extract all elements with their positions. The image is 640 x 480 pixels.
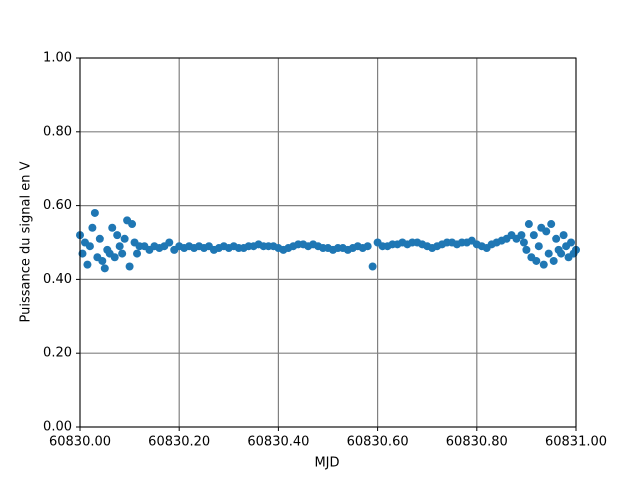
data-point xyxy=(522,245,531,254)
data-point xyxy=(108,223,117,232)
data-point xyxy=(529,231,538,240)
data-point xyxy=(133,249,142,258)
y-tick-label: 0.20 xyxy=(43,346,72,361)
data-point xyxy=(128,220,137,229)
data-point xyxy=(110,253,119,262)
y-tick-label: 0.40 xyxy=(43,272,72,287)
data-point xyxy=(83,260,92,269)
data-point xyxy=(524,220,533,229)
data-point xyxy=(368,262,377,271)
x-tick-label: 60830.20 xyxy=(148,435,210,450)
data-point xyxy=(85,242,94,251)
data-point xyxy=(120,234,129,243)
data-point xyxy=(559,231,568,240)
data-point xyxy=(547,220,556,229)
data-point xyxy=(557,249,566,258)
data-point xyxy=(519,238,528,247)
data-point xyxy=(542,227,551,236)
data-point xyxy=(539,260,548,269)
data-point xyxy=(549,256,558,265)
data-point xyxy=(544,249,553,258)
x-tick-label: 60830.60 xyxy=(347,435,409,450)
data-point xyxy=(567,238,576,247)
data-point xyxy=(95,234,104,243)
data-point xyxy=(165,238,174,247)
y-axis-label: Puissance du signal en V xyxy=(19,161,34,322)
y-tick-label: 1.00 xyxy=(43,51,72,66)
data-point xyxy=(517,231,526,240)
data-point xyxy=(125,262,134,271)
data-point xyxy=(534,242,543,251)
plot-frame xyxy=(79,57,577,428)
data-point xyxy=(118,249,127,258)
data-point xyxy=(115,242,124,251)
y-tick-label: 0.60 xyxy=(43,198,72,213)
y-tick-label: 0.80 xyxy=(43,124,72,139)
x-tick-label: 60831.00 xyxy=(545,435,607,450)
data-point xyxy=(363,242,372,251)
x-tick-label: 60830.80 xyxy=(446,435,508,450)
data-point xyxy=(98,256,107,265)
x-tick-label: 60830.40 xyxy=(247,435,309,450)
data-point xyxy=(100,264,109,273)
data-point xyxy=(88,223,97,232)
data-point xyxy=(552,234,561,243)
data-point xyxy=(532,256,541,265)
x-axis-label: MJD xyxy=(314,456,339,471)
y-tick-label: 0.00 xyxy=(43,420,72,435)
x-tick-label: 60830.00 xyxy=(49,435,111,450)
data-point xyxy=(90,208,99,217)
data-point xyxy=(113,231,122,240)
